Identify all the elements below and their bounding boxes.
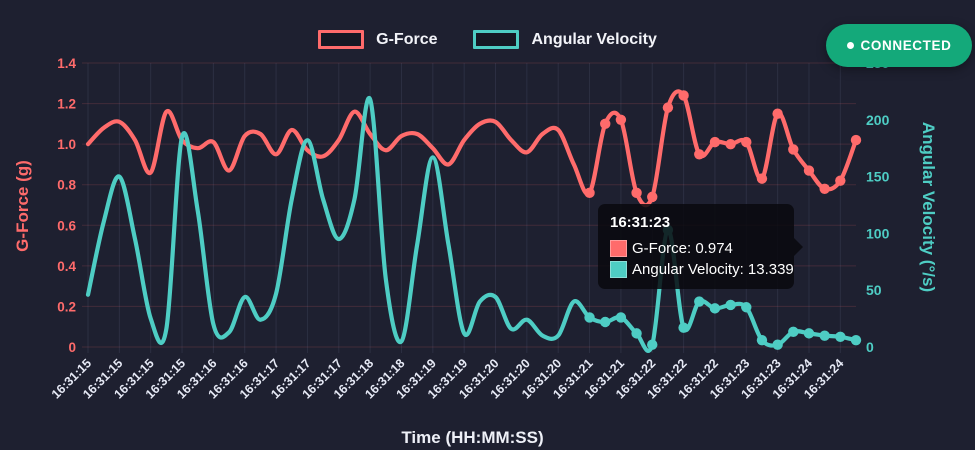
data-point-angular-velocity[interactable]	[741, 302, 752, 313]
data-point-g-force[interactable]	[741, 136, 752, 148]
tooltip-gforce-value: G-Force: 0.974	[632, 240, 733, 257]
left-axis-tick-label: 1.2	[57, 97, 76, 112]
data-point-angular-velocity[interactable]	[850, 334, 862, 346]
data-point-angular-velocity[interactable]	[615, 312, 627, 323]
data-point-g-force[interactable]	[631, 187, 642, 199]
left-axis-tick-label: 0.8	[57, 178, 76, 193]
right-axis-tick-label: 100	[866, 225, 890, 241]
data-point-g-force[interactable]	[647, 191, 658, 203]
data-point-g-force[interactable]	[584, 187, 595, 199]
data-point-g-force[interactable]	[819, 183, 830, 194]
data-point-angular-velocity[interactable]	[788, 326, 799, 338]
legend-item-gforce[interactable]: G-Force	[318, 30, 437, 49]
data-point-angular-velocity[interactable]	[772, 339, 783, 350]
data-point-g-force[interactable]	[694, 149, 705, 160]
x-axis-title: Time (HH:MM:SS)	[401, 428, 544, 447]
status-dot-icon	[846, 42, 854, 49]
data-point-angular-velocity[interactable]	[647, 339, 658, 350]
data-point-g-force[interactable]	[709, 136, 721, 148]
data-point-angular-velocity[interactable]	[725, 299, 736, 311]
tooltip-angular-value: Angular Velocity: 13.339	[632, 261, 794, 278]
data-point-angular-velocity[interactable]	[819, 330, 830, 341]
data-point-g-force[interactable]	[600, 118, 611, 130]
left-axis-title: G-Force (g)	[13, 160, 32, 252]
data-point-g-force[interactable]	[756, 173, 768, 184]
tooltip-gforce-swatch-icon	[610, 240, 627, 257]
data-point-angular-velocity[interactable]	[709, 303, 721, 314]
left-axis-tick-label: 1.0	[57, 137, 76, 152]
data-point-angular-velocity[interactable]	[756, 334, 768, 346]
data-point-angular-velocity[interactable]	[678, 322, 689, 333]
left-axis-tick-label: 0.4	[57, 259, 76, 274]
data-point-angular-velocity[interactable]	[694, 296, 705, 307]
right-axis-tick-label: 200	[866, 112, 890, 128]
data-point-g-force[interactable]	[803, 165, 815, 176]
legend-item-angular-velocity[interactable]: Angular Velocity	[473, 30, 657, 49]
legend-label-gforce: G-Force	[376, 30, 438, 48]
data-point-g-force[interactable]	[835, 175, 846, 186]
connection-status-badge: CONNECTED	[826, 24, 972, 67]
angular-velocity-legend-swatch-icon	[473, 30, 520, 49]
tooltip-row-angular-velocity: Angular Velocity: 13.339	[610, 261, 794, 278]
tooltip-row-gforce: G-Force: 0.974	[610, 240, 782, 257]
data-point-g-force[interactable]	[850, 134, 862, 146]
chart-tooltip: 16:31:23 G-Force: 0.974 Angular Velocity…	[598, 204, 803, 289]
data-point-angular-velocity[interactable]	[835, 331, 846, 342]
left-axis-tick-label: 1.4	[57, 56, 76, 71]
data-point-g-force[interactable]	[788, 144, 799, 155]
series-line-g-force[interactable]	[85, 89, 859, 208]
data-point-g-force[interactable]	[662, 102, 674, 113]
data-point-g-force[interactable]	[725, 138, 736, 150]
data-point-g-force[interactable]	[615, 114, 627, 126]
left-axis-tick-label: 0.6	[57, 218, 76, 233]
legend-label-angular-velocity: Angular Velocity	[531, 30, 657, 48]
data-point-angular-velocity[interactable]	[803, 328, 815, 339]
left-axis-tick-label: 0.2	[57, 299, 76, 314]
data-point-g-force[interactable]	[678, 90, 689, 101]
tooltip-caret-icon	[794, 237, 803, 256]
tooltip-timestamp: 16:31:23	[610, 214, 671, 231]
right-axis-tick-label: 50	[866, 282, 882, 298]
tooltip-angular-swatch-icon	[610, 261, 627, 278]
status-label: CONNECTED	[860, 38, 952, 53]
right-axis-tick-label: 0	[866, 339, 874, 355]
right-axis-tick-label: 150	[866, 169, 890, 185]
right-axis-title: Angular Velocity (°/s)	[919, 121, 938, 293]
data-point-angular-velocity[interactable]	[631, 328, 642, 339]
data-point-angular-velocity[interactable]	[600, 316, 611, 328]
data-point-g-force[interactable]	[772, 108, 783, 119]
chart-legend: G-Force Angular Velocity	[0, 30, 975, 49]
gforce-legend-swatch-icon	[318, 30, 365, 49]
data-point-angular-velocity[interactable]	[584, 312, 595, 323]
left-axis-tick-label: 0	[68, 340, 76, 355]
